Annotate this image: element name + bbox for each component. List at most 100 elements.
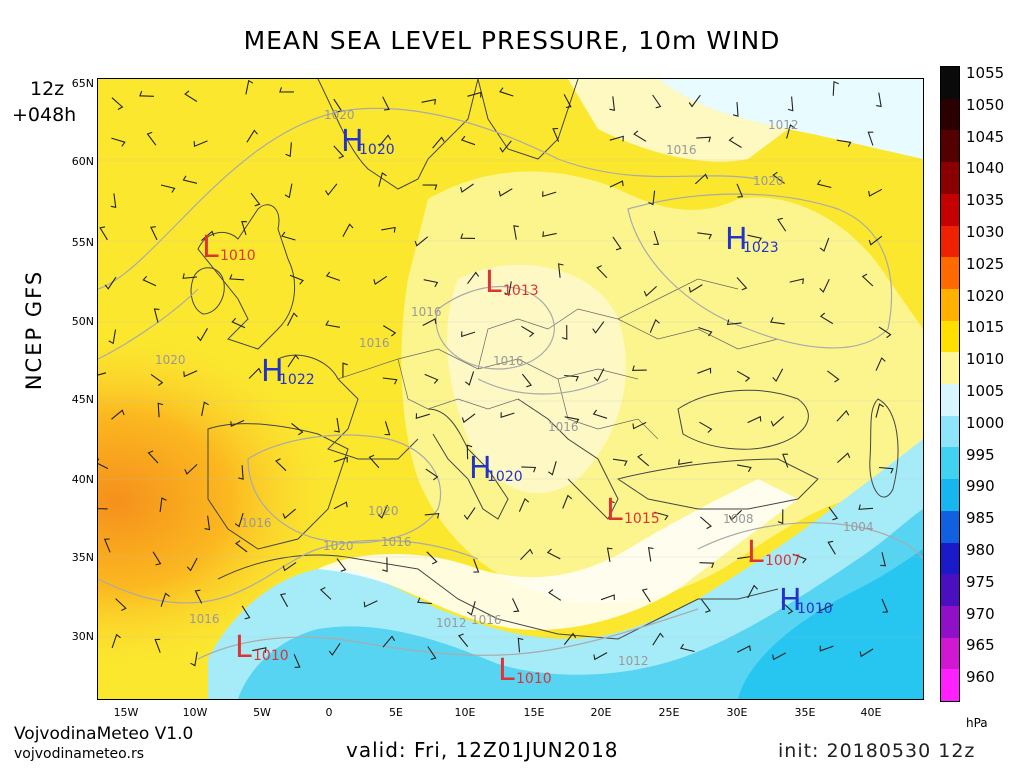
wind-barb xyxy=(336,558,347,572)
wind-barb xyxy=(424,512,440,519)
wind-barb xyxy=(832,81,839,96)
wind-barb xyxy=(291,422,304,436)
low-pressure-center: L 1007 xyxy=(747,535,801,570)
wind-barb xyxy=(641,588,651,603)
wind-barb xyxy=(279,87,294,93)
wind-barb xyxy=(777,509,784,525)
pressure-center-letter: L xyxy=(498,653,515,688)
colorbar-label: 975 xyxy=(966,572,995,591)
caspian-outline xyxy=(869,398,899,498)
low-pressure-center: L 1010 xyxy=(498,653,552,688)
wind-barb xyxy=(696,136,712,143)
wind-barb xyxy=(368,454,380,469)
wind-barb xyxy=(606,547,613,562)
colorbar-segment xyxy=(941,162,959,195)
graticule xyxy=(98,159,923,638)
wind-barb xyxy=(699,421,713,433)
colorbar-label: 1020 xyxy=(966,286,1005,305)
wind-barb xyxy=(342,362,348,378)
wind-barbs xyxy=(98,79,894,668)
wind-barb xyxy=(694,173,709,185)
wind-barb xyxy=(688,94,701,108)
wind-barb xyxy=(736,183,744,198)
colorbar-segment xyxy=(941,320,959,353)
wind-barb xyxy=(235,540,248,553)
low-pressure-center: L 1010 xyxy=(235,630,289,665)
wind-barb xyxy=(836,139,852,147)
lead-time: +048h xyxy=(12,104,77,126)
wind-barb xyxy=(819,278,830,293)
wind-barb xyxy=(697,367,712,374)
wind-barb xyxy=(111,137,126,147)
wind-barb xyxy=(701,599,711,613)
wind-barb xyxy=(432,136,445,149)
north-africa-coast xyxy=(217,554,779,640)
model-label-text: NCEP GFS xyxy=(22,269,46,391)
wind-barb xyxy=(652,94,662,109)
wind-barb xyxy=(423,279,439,288)
wind-barb xyxy=(194,589,203,604)
wind-barb xyxy=(518,497,530,512)
wind-barb xyxy=(111,409,125,420)
wind-barb xyxy=(521,325,535,338)
wind-barb xyxy=(333,145,345,159)
pressure-colorbar xyxy=(940,66,960,702)
wind-barb xyxy=(737,555,752,562)
weather-map: 1020 1020 1016 1020 1016 1016 1016 1020 1016 1008… xyxy=(97,78,924,700)
pressure-center-letter: L xyxy=(485,265,502,300)
wind-barb xyxy=(542,191,557,198)
colorbar-label: 965 xyxy=(966,636,995,655)
lon-label: 15E xyxy=(523,706,545,719)
pressure-center-value: 1013 xyxy=(503,283,539,299)
wind-barb xyxy=(382,557,388,573)
wind-barb xyxy=(747,584,758,599)
wind-barb xyxy=(728,136,742,148)
isobar-label: 1012 xyxy=(436,616,467,630)
wind-barb xyxy=(293,653,301,668)
wind-barb xyxy=(609,500,615,516)
wind-barb xyxy=(382,96,390,111)
wind-barb xyxy=(875,357,886,371)
colorbar-segment xyxy=(941,98,959,131)
wind-barb xyxy=(201,401,209,417)
wind-barb xyxy=(600,594,615,601)
wind-barb xyxy=(427,646,437,660)
wind-barb xyxy=(772,171,785,184)
wind-barb xyxy=(781,601,794,615)
lon-label: 35E xyxy=(794,706,816,719)
colorbar-label: 960 xyxy=(966,668,995,687)
wind-barb xyxy=(867,131,874,146)
colorbar-segment xyxy=(941,415,959,448)
wind-barb xyxy=(828,506,839,521)
wind-barb xyxy=(461,413,476,424)
colorbar-label: 980 xyxy=(966,541,995,559)
wind-barb xyxy=(827,370,840,383)
wind-barb xyxy=(111,633,121,649)
wind-barb xyxy=(184,90,198,102)
wind-barb xyxy=(382,377,398,385)
wind-barb xyxy=(275,458,287,472)
wind-barb xyxy=(466,601,476,616)
chart-title: MEAN SEA LEVEL PRESSURE, 10m WIND xyxy=(243,26,781,55)
low-pressure-center: L 1013 xyxy=(485,265,539,300)
lon-label: 30E xyxy=(726,706,748,719)
wind-barb xyxy=(861,273,874,287)
wind-barb xyxy=(157,402,164,418)
colorbar-label: 990 xyxy=(966,477,995,496)
wind-barb xyxy=(563,632,577,645)
wind-barb xyxy=(287,354,300,368)
wind-barb xyxy=(231,317,246,329)
lon-label: 25E xyxy=(658,706,680,719)
isobar-label: 1020 xyxy=(368,504,399,518)
wind-barb xyxy=(473,558,480,573)
colorbar-segment xyxy=(941,637,959,670)
isobars xyxy=(98,107,923,660)
wind-barb xyxy=(281,231,296,241)
wind-barb xyxy=(333,501,348,510)
credit-site: vojvodinameteo.rs xyxy=(14,746,144,762)
wind-barb xyxy=(98,372,107,376)
wind-barb xyxy=(880,552,887,567)
wind-barb xyxy=(542,231,557,237)
wind-barb xyxy=(787,96,794,112)
